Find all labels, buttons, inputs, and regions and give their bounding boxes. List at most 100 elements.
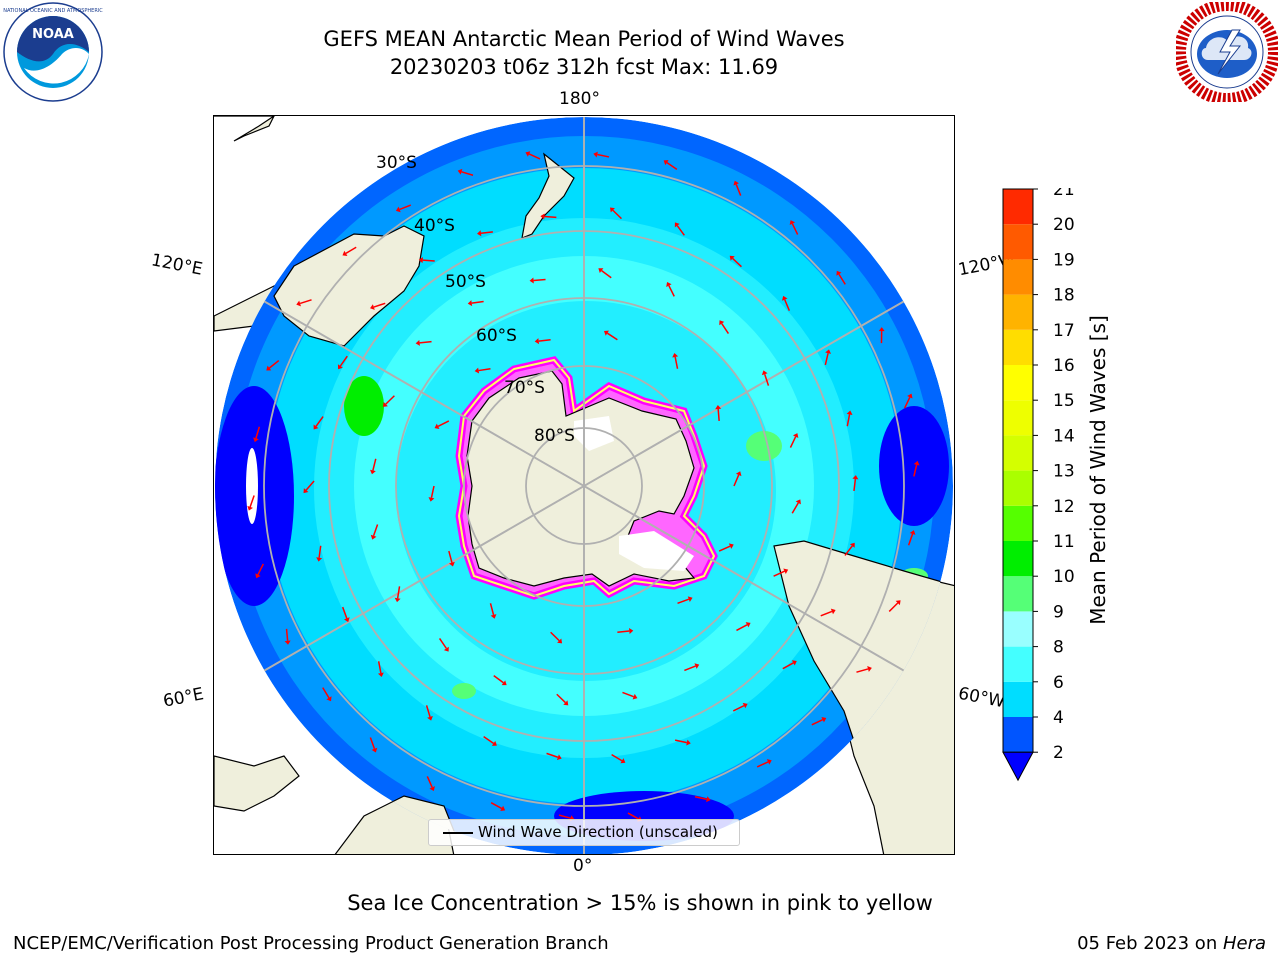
wind-arrow: [266, 359, 280, 371]
wind-arrow: [733, 180, 742, 196]
wind-arrow: [428, 485, 435, 502]
footer-date: 05 Feb 2023 on: [1077, 933, 1223, 954]
colorbar-segment: [1003, 189, 1033, 225]
colorbar-segment: [1003, 681, 1033, 717]
wind-arrow: [247, 495, 255, 511]
wind-arrow: [377, 661, 384, 678]
wind-arrow: [611, 753, 626, 764]
wind-arrow: [467, 300, 484, 307]
colorbar-segment: [1003, 224, 1033, 260]
lat-label: 50°S: [445, 272, 486, 292]
wind-arrow: [415, 339, 432, 346]
wind-arrow: [313, 416, 324, 430]
sea-ice-footnote: Sea Ice Concentration > 15% is shown in …: [347, 891, 933, 915]
wind-arrow: [824, 349, 831, 366]
colorbar-tick-label: 17: [1053, 321, 1075, 341]
colorbar-segment: [1003, 365, 1033, 401]
wind-arrow: [370, 524, 379, 540]
noaa-logo-text: NOAA: [32, 27, 74, 42]
legend-label: Wind Wave Direction (unscaled): [478, 823, 718, 841]
wind-arrow: [836, 270, 846, 285]
map-panel: 30°S 40°S 50°S 60°S 70°S 80°S: [213, 115, 955, 855]
wind-arrow: [529, 277, 546, 284]
wind-arrow: [337, 355, 348, 370]
wind-arrow: [677, 596, 693, 604]
lat-label: 30°S: [376, 153, 417, 173]
colorbar-tick-label: 19: [1053, 250, 1075, 270]
colorbar-segment: [1003, 329, 1033, 365]
wind-arrow: [525, 151, 541, 160]
wind-arrow: [303, 480, 315, 494]
wind-arrow: [733, 471, 742, 487]
colorbar-segment: [1003, 646, 1033, 682]
lat-label: 60°S: [476, 326, 517, 346]
wind-arrow: [913, 460, 920, 477]
wind-arrow: [370, 302, 386, 310]
graticule: [215, 117, 953, 854]
wind-arrow: [342, 246, 357, 256]
wind-arrow: [457, 168, 474, 176]
colorbar-segment: [1003, 541, 1033, 577]
wind-arrow: [820, 608, 836, 617]
lat-label: 40°S: [414, 216, 455, 236]
wind-arrow: [426, 776, 435, 792]
wind-arrow: [369, 737, 378, 753]
wind-wave-arrows: [247, 151, 920, 822]
wind-arrow: [811, 716, 827, 726]
colorbar-segment: [1003, 435, 1033, 471]
wind-arrow: [781, 295, 791, 311]
chart-title: GEFS MEAN Antarctic Mean Period of Wind …: [323, 27, 845, 51]
wind-arrow: [736, 622, 751, 632]
wind-arrow: [729, 255, 742, 268]
wind-arrow: [856, 666, 872, 673]
wind-arrow: [448, 550, 455, 567]
colorbar-tick-label: 11: [1053, 532, 1075, 552]
wind-arrow: [534, 338, 551, 345]
colorbar-tick-label: 16: [1053, 356, 1075, 376]
wind-arrow: [556, 693, 569, 706]
wind-arrow: [672, 353, 679, 369]
antarctic-map: 30°S 40°S 50°S 60°S 70°S 80°S: [214, 116, 954, 854]
wind-arrow: [732, 702, 748, 712]
chart-subtitle: 20230203 t06z 312h fcst Max: 11.69: [389, 55, 779, 79]
legend-line-swatch: [443, 832, 473, 834]
colorbar-tick-label: 18: [1053, 286, 1075, 306]
lon-label-0: 0°: [573, 856, 593, 876]
colorbar-tick-label: 6: [1053, 673, 1064, 693]
footer-right: 05 Feb 2023 on Hera: [1077, 933, 1266, 954]
svg-text:NATIONAL OCEANIC AND ATMOSPHER: NATIONAL OCEANIC AND ATMOSPHERIC: [3, 8, 103, 14]
wind-arrow: [718, 543, 734, 552]
footer-host: Hera: [1222, 933, 1266, 954]
wind-arrow: [903, 393, 913, 409]
wind-arrow: [493, 675, 507, 686]
wind-arrow: [550, 631, 563, 644]
lon-label-60w: 60°W: [956, 683, 1007, 713]
wind-arrow: [483, 736, 497, 746]
wind-arrow: [284, 628, 291, 645]
wind-arrow: [684, 663, 700, 672]
wind-arrow: [609, 207, 622, 220]
wind-arrow: [791, 499, 801, 514]
wind-arrow: [395, 204, 412, 213]
wind-arrow: [844, 542, 855, 556]
colorbar-segment: [1003, 400, 1033, 436]
colorbar-segment: [1003, 611, 1033, 647]
wind-arrow: [255, 563, 264, 579]
wind-arrow: [598, 268, 612, 279]
wind-arrow: [878, 327, 885, 344]
colorbar-tick-label: 13: [1053, 462, 1075, 482]
wind-arrow: [341, 606, 350, 623]
colorbar-tick-label: 20: [1053, 215, 1075, 235]
wind-arrow: [382, 395, 395, 407]
colorbar-extend: [1002, 751, 1034, 782]
lon-label-120e: 120°E: [149, 250, 205, 280]
wind-arrow: [761, 370, 770, 386]
wind-arrow: [296, 299, 312, 307]
wind-arrow: [756, 759, 772, 768]
wind-arrow: [434, 420, 450, 429]
colorbar-segment: [1003, 470, 1033, 506]
colorbar-tick-label: 14: [1053, 426, 1075, 446]
colorbar-tick-label: 21: [1053, 188, 1075, 200]
footer-left: NCEP/EMC/Verification Post Processing Pr…: [13, 933, 609, 954]
colorbar-segment: [1003, 717, 1033, 753]
